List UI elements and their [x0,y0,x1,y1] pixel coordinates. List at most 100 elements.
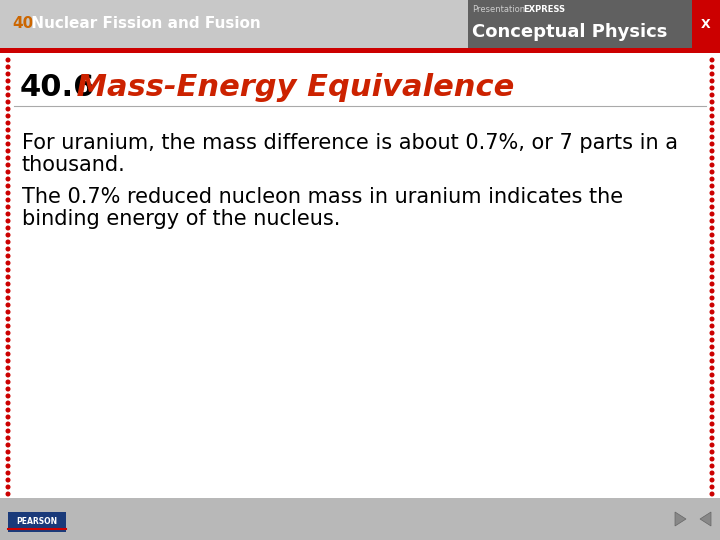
Circle shape [6,184,10,188]
Text: EXPRESS: EXPRESS [523,5,565,15]
Circle shape [6,359,10,363]
Circle shape [710,128,714,132]
Circle shape [6,114,10,118]
Circle shape [710,275,714,279]
Text: Conceptual Physics: Conceptual Physics [472,23,667,41]
Circle shape [710,436,714,440]
Circle shape [6,219,10,223]
Text: binding energy of the nucleus.: binding energy of the nucleus. [22,209,341,229]
Circle shape [6,464,10,468]
Circle shape [710,485,714,489]
Circle shape [6,191,10,195]
Circle shape [710,219,714,223]
Text: thousand.: thousand. [22,155,126,175]
Circle shape [6,317,10,321]
Circle shape [710,86,714,90]
Circle shape [6,331,10,335]
Circle shape [710,177,714,181]
Circle shape [710,205,714,209]
Circle shape [710,443,714,447]
Circle shape [710,289,714,293]
Circle shape [6,450,10,454]
Text: 40.6: 40.6 [20,72,95,102]
Circle shape [6,282,10,286]
Circle shape [710,79,714,83]
Bar [8,512,66,532]
Text: 40: 40 [12,17,33,31]
Circle shape [710,408,714,412]
Bar [468,0,692,48]
Circle shape [710,156,714,160]
Circle shape [6,324,10,328]
Circle shape [6,422,10,426]
Circle shape [6,394,10,398]
Circle shape [6,156,10,160]
Circle shape [6,338,10,342]
Circle shape [6,247,10,251]
Circle shape [710,303,714,307]
Circle shape [710,478,714,482]
Circle shape [710,100,714,104]
Circle shape [6,380,10,384]
Circle shape [6,443,10,447]
Circle shape [6,303,10,307]
Circle shape [710,114,714,118]
Circle shape [6,436,10,440]
Circle shape [710,338,714,342]
Circle shape [6,345,10,349]
Circle shape [6,58,10,62]
Text: PEARSON: PEARSON [17,517,58,526]
Circle shape [710,72,714,76]
Circle shape [6,128,10,132]
Polygon shape [675,512,686,526]
Circle shape [710,359,714,363]
Circle shape [6,471,10,475]
Circle shape [6,107,10,111]
Circle shape [6,121,10,125]
Circle shape [6,100,10,104]
Circle shape [710,471,714,475]
Circle shape [710,247,714,251]
Bar [0,53,720,498]
Circle shape [710,429,714,433]
Circle shape [6,310,10,314]
Circle shape [710,254,714,258]
Circle shape [710,401,714,405]
Circle shape [6,485,10,489]
Circle shape [710,233,714,237]
Circle shape [710,170,714,174]
Circle shape [6,163,10,167]
Circle shape [6,275,10,279]
Circle shape [710,387,714,391]
Circle shape [6,233,10,237]
Circle shape [6,93,10,97]
Circle shape [710,93,714,97]
Circle shape [710,352,714,356]
Circle shape [710,268,714,272]
Circle shape [6,352,10,356]
Circle shape [6,387,10,391]
Circle shape [710,317,714,321]
Circle shape [6,261,10,265]
Circle shape [710,135,714,139]
Circle shape [6,72,10,76]
Circle shape [710,457,714,461]
Circle shape [6,289,10,293]
Circle shape [6,177,10,181]
Circle shape [710,310,714,314]
Circle shape [710,366,714,370]
Circle shape [6,240,10,244]
Bar [0,48,720,53]
Text: The 0.7% reduced nucleon mass in uranium indicates the: The 0.7% reduced nucleon mass in uranium… [22,187,623,207]
Circle shape [710,58,714,62]
Circle shape [710,331,714,335]
Circle shape [710,296,714,300]
Circle shape [6,212,10,216]
Circle shape [6,170,10,174]
Circle shape [6,415,10,419]
Polygon shape [700,512,711,526]
Circle shape [710,282,714,286]
Circle shape [710,422,714,426]
Circle shape [6,135,10,139]
Bar [692,0,720,48]
